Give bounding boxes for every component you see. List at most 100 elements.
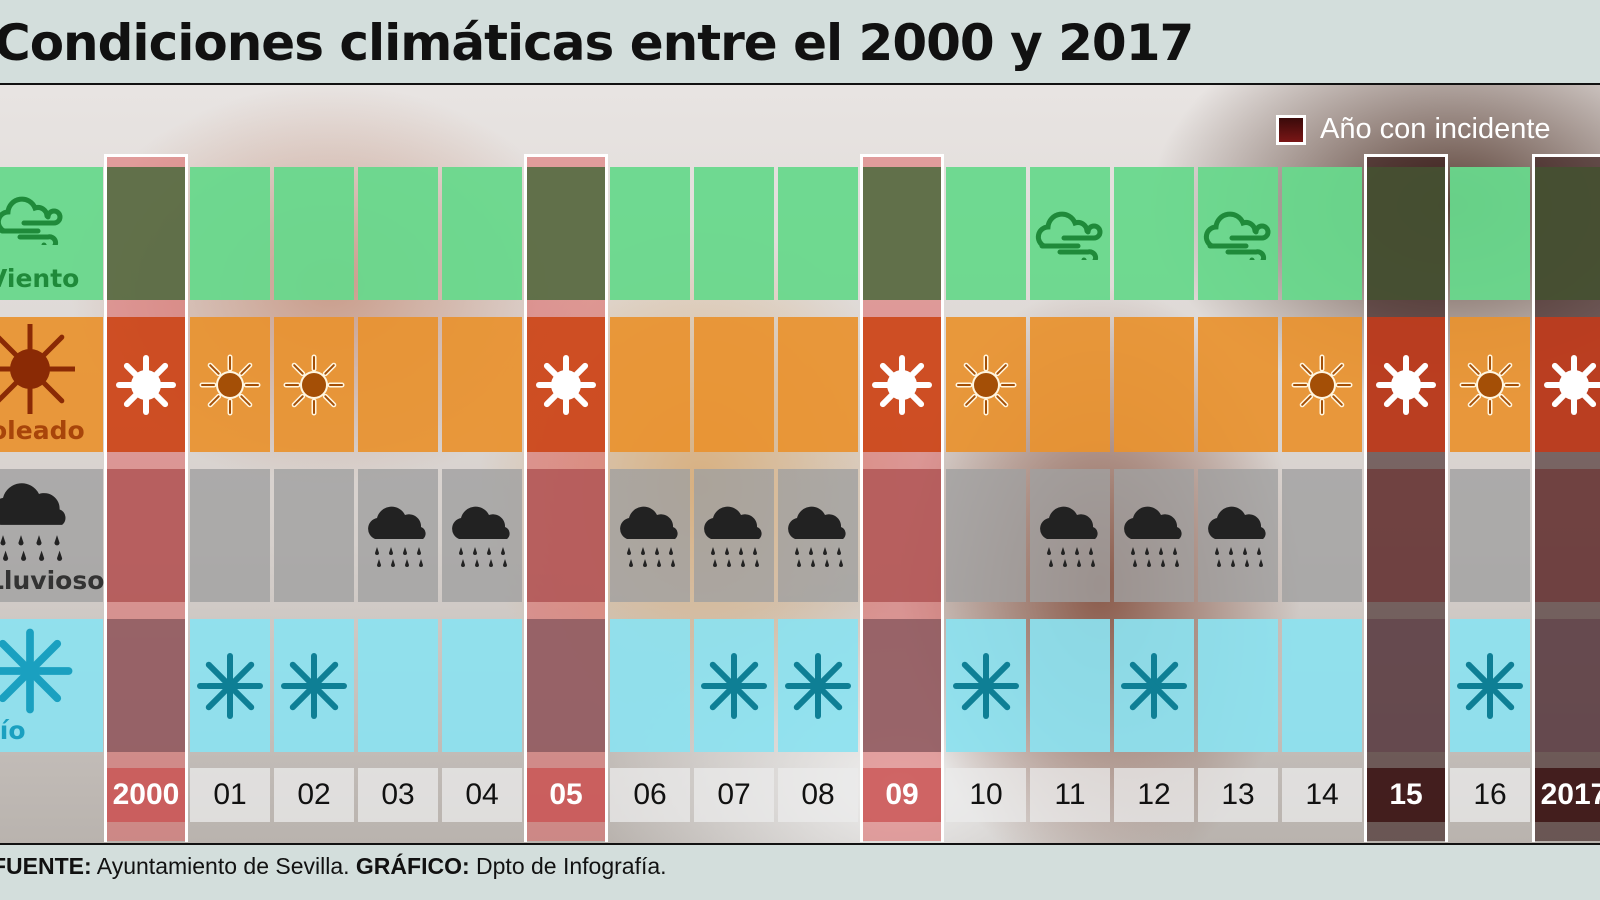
year-label: 2000 xyxy=(106,768,186,822)
snowflake-icon xyxy=(701,652,767,719)
wind-cloud-header-icon xyxy=(0,169,85,269)
year-label: 14 xyxy=(1282,768,1362,822)
legend: Año con incidente xyxy=(1276,113,1551,146)
frio-cell-16 xyxy=(1450,619,1530,752)
frio-row-label: Frío xyxy=(0,716,26,745)
lluvioso-cell-08 xyxy=(778,469,858,602)
frio-cell-14 xyxy=(1282,619,1362,752)
rain-cloud-icon xyxy=(704,506,762,567)
title-bar: Condiciones climáticas entre el 2000 y 2… xyxy=(0,0,1600,85)
snowflake-icon xyxy=(197,652,263,719)
soleado-cell-13 xyxy=(1198,317,1278,452)
viento-cell-05 xyxy=(526,167,606,300)
soleado-cell-09 xyxy=(862,317,942,452)
year-label: 11 xyxy=(1030,768,1110,822)
lluvioso-cell-04 xyxy=(442,469,522,602)
lluvioso-row-label: Lluvioso xyxy=(0,566,105,595)
viento-cell-03 xyxy=(358,167,438,300)
legend-swatch xyxy=(1276,114,1306,145)
lluvioso-cell-07 xyxy=(694,469,774,602)
source-label: FUENTE: xyxy=(0,853,92,879)
year-label: 09 xyxy=(862,768,942,822)
snowflake-icon xyxy=(1457,652,1523,719)
lluvioso-cell-2017 xyxy=(1534,469,1600,602)
rain-cloud-icon xyxy=(788,506,846,567)
viento-cell-04 xyxy=(442,167,522,300)
lluvioso-cell-03 xyxy=(358,469,438,602)
footer-text: FUENTE: Ayuntamiento de Sevilla. GRÁFICO… xyxy=(0,853,667,880)
lluvioso-cell-2000 xyxy=(106,469,186,602)
wind-cloud-icon xyxy=(1035,211,1103,260)
frio-cell-12 xyxy=(1114,619,1194,752)
year-label: 03 xyxy=(358,768,438,822)
graphic-credit: Dpto de Infografía. xyxy=(476,853,667,879)
graphic-label: GRÁFICO: xyxy=(355,853,470,879)
lluvioso-cell-14 xyxy=(1282,469,1362,602)
sun-icon xyxy=(199,354,261,415)
lluvioso-cell-16 xyxy=(1450,469,1530,602)
viento-cell-10 xyxy=(946,167,1026,300)
lluvioso-cell-11 xyxy=(1030,469,1110,602)
lluvioso-cell-02 xyxy=(274,469,354,602)
snowflake-icon xyxy=(1121,652,1187,719)
rain-cloud-header-icon xyxy=(0,471,85,571)
sun-icon xyxy=(116,354,176,415)
rain-cloud-icon xyxy=(368,506,426,567)
frio-cell-15 xyxy=(1366,619,1446,752)
rain-cloud-icon xyxy=(452,506,510,567)
year-label: 10 xyxy=(946,768,1026,822)
viento-cell-07 xyxy=(694,167,774,300)
soleado-cell-2017 xyxy=(1534,317,1600,452)
year-label: 08 xyxy=(778,768,858,822)
rain-cloud-icon xyxy=(1208,506,1266,567)
year-label: 07 xyxy=(694,768,774,822)
viento-cell-11 xyxy=(1030,167,1110,300)
sun-icon xyxy=(1376,354,1436,415)
rain-cloud-icon xyxy=(1124,506,1182,567)
lluvioso-cell-09 xyxy=(862,469,942,602)
rain-cloud-icon xyxy=(620,506,678,567)
soleado-cell-01 xyxy=(190,317,270,452)
frio-cell-11 xyxy=(1030,619,1110,752)
sun-icon xyxy=(283,354,345,415)
lluvioso-cell-06 xyxy=(610,469,690,602)
sun-icon xyxy=(1291,354,1353,415)
lluvioso-cell-10 xyxy=(946,469,1026,602)
frio-cell-09 xyxy=(862,619,942,752)
viento-cell-14 xyxy=(1282,167,1362,300)
frio-cell-2017 xyxy=(1534,619,1600,752)
snowflake-icon xyxy=(281,652,347,719)
viento-cell-02 xyxy=(274,167,354,300)
lluvioso-cell-13 xyxy=(1198,469,1278,602)
frio-cell-04 xyxy=(442,619,522,752)
year-label: 01 xyxy=(190,768,270,822)
lluvioso-cell-05 xyxy=(526,469,606,602)
soleado-cell-16 xyxy=(1450,317,1530,452)
frio-cell-2000 xyxy=(106,619,186,752)
year-label: 06 xyxy=(610,768,690,822)
frio-cell-08 xyxy=(778,619,858,752)
sun-icon xyxy=(1544,354,1600,415)
source: Ayuntamiento de Sevilla. xyxy=(96,853,350,879)
year-label: 15 xyxy=(1366,768,1446,822)
snowflake-header-icon xyxy=(0,621,85,721)
legend-label: Año con incidente xyxy=(1320,113,1551,145)
viento-cell-09 xyxy=(862,167,942,300)
snowflake-icon xyxy=(785,652,851,719)
lluvioso-cell-15 xyxy=(1366,469,1446,602)
soleado-cell-04 xyxy=(442,317,522,452)
soleado-cell-06 xyxy=(610,317,690,452)
frio-cell-10 xyxy=(946,619,1026,752)
year-label: 02 xyxy=(274,768,354,822)
sun-icon xyxy=(955,354,1017,415)
soleado-cell-12 xyxy=(1114,317,1194,452)
snowflake-icon xyxy=(953,652,1019,719)
viento-cell-15 xyxy=(1366,167,1446,300)
viento-cell-2017 xyxy=(1534,167,1600,300)
lluvioso-cell-01 xyxy=(190,469,270,602)
soleado-cell-2000 xyxy=(106,317,186,452)
sun-icon xyxy=(1459,354,1521,415)
year-label: 2017 xyxy=(1534,768,1600,822)
viento-row-label: Viento xyxy=(0,264,80,293)
lluvioso-cell-12 xyxy=(1114,469,1194,602)
